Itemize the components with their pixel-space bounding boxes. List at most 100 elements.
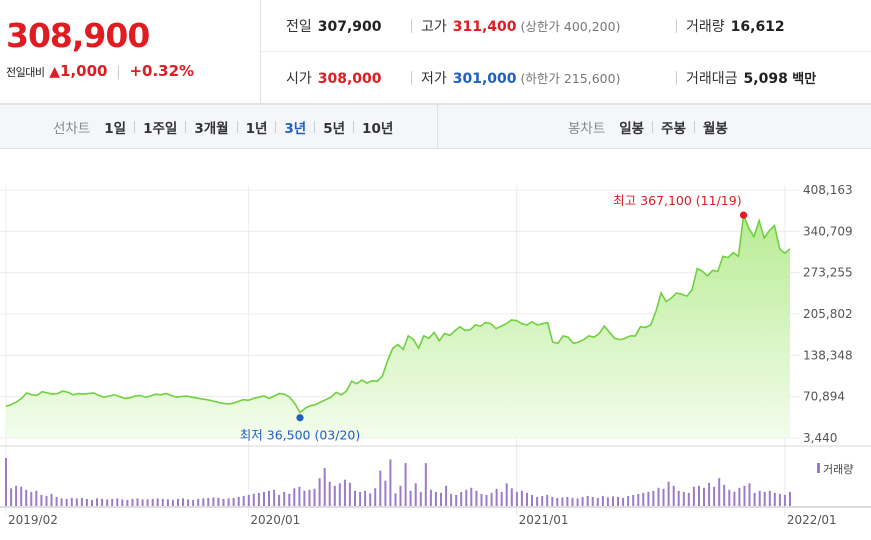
period-tab-3[interactable]: 1년 — [245, 120, 268, 137]
y-axis: 408,163 340,709 273,255 205,802 138,348 70,89… — [803, 183, 853, 445]
volume-bar — [15, 485, 18, 506]
volume-bar — [440, 492, 442, 506]
volume-bar — [116, 498, 119, 506]
price-area — [6, 215, 790, 438]
volume-bar — [359, 491, 362, 506]
amount-unit: 백만 — [792, 72, 817, 87]
volume-bar — [612, 496, 614, 506]
volume-bar — [308, 489, 311, 506]
volume-bar — [652, 490, 655, 506]
volume-bar — [773, 492, 776, 506]
volume-bar — [632, 494, 635, 506]
period-tab-5[interactable]: 5년 — [323, 120, 346, 137]
volume-bar — [414, 483, 417, 506]
stat-value: 311,400 — [452, 19, 517, 35]
candle-tab-1[interactable]: 주봉 — [661, 120, 686, 137]
stat-label: 거래대금 — [686, 71, 738, 87]
volume-bar — [343, 479, 346, 506]
volume-bar — [273, 489, 276, 506]
volume-bar — [627, 495, 630, 506]
volume-bar — [419, 491, 422, 506]
volume-bar — [328, 481, 331, 506]
volume-bar — [141, 499, 144, 506]
volume-bar — [434, 491, 437, 506]
volume-bar — [556, 497, 559, 506]
volume-bar — [369, 493, 372, 506]
line-chart-periods: 선차트 1일 1주일 3개월 1년 3년 5년 10년 — [53, 105, 393, 148]
volume-bar — [364, 490, 367, 506]
volume-bar — [561, 497, 564, 506]
y-tick-label: 138,348 — [803, 348, 853, 362]
toolbar-separator — [236, 120, 238, 133]
volume-bar — [536, 496, 539, 506]
stat-volume: 거래량 16,612 — [686, 16, 785, 36]
volume-bar — [263, 491, 265, 506]
candle-tab-0[interactable]: 일봉 — [619, 120, 645, 137]
change-amount: 1,000 — [60, 62, 108, 80]
candle-tab-2[interactable]: 월봉 — [702, 120, 728, 137]
volume-bar — [70, 497, 73, 506]
volume-bar — [40, 494, 43, 506]
volume-bar — [379, 470, 382, 506]
volume-bar — [551, 496, 554, 506]
stat-divider — [676, 19, 677, 33]
price-line — [5, 214, 791, 414]
volume-bar — [50, 493, 53, 506]
volume-bar — [212, 497, 215, 506]
lower-limit: (하한가 215,600) — [520, 71, 621, 86]
volume-bar — [460, 491, 463, 506]
volume-bar — [778, 493, 781, 506]
volume-bar — [465, 489, 468, 506]
volume-bar — [687, 492, 690, 506]
volume-bar — [288, 493, 291, 506]
y-tick-label: 273,255 — [803, 266, 853, 280]
candle-chart-periods: 봉차트 일봉 주봉 월봉 — [568, 105, 728, 148]
stats-row-1: 전일 307,900 고가 311,400 (상한가 400,200) 거래량 16,6… — [261, 0, 871, 52]
toolbar-separator — [314, 120, 316, 133]
period-tab-4[interactable]: 3년 — [284, 120, 307, 137]
y-tick-label: 205,802 — [803, 307, 853, 321]
y-tick-label: 70,894 — [803, 390, 845, 404]
volume-bar — [278, 494, 281, 506]
volume-bar — [531, 494, 533, 506]
volume-bar — [348, 482, 351, 506]
toolbar-separator — [353, 120, 355, 133]
volume-bar — [374, 488, 377, 506]
period-tab-1[interactable]: 1주일 — [143, 120, 178, 137]
y-tick-label: 408,163 — [803, 183, 853, 197]
volume-bar — [227, 498, 230, 506]
volume-bar — [323, 468, 326, 506]
stats-row-2: 시가 308,000 저가 301,000 (하한가 215,600) 거래대금 5,0… — [261, 52, 871, 103]
volume-bar — [748, 483, 751, 506]
stat-prev-close: 전일 307,900 — [286, 16, 382, 36]
volume-bar — [617, 496, 619, 506]
volume-bar — [596, 497, 599, 506]
change-label: 전일대비 — [6, 66, 45, 79]
volume-bar — [30, 491, 33, 506]
volume-bar — [55, 496, 58, 506]
volume-bar — [354, 490, 356, 506]
volume-bar — [161, 498, 164, 506]
volume-bar — [126, 499, 129, 506]
quote-summary: 308,900 전일대비 ▲1,000 | +0.32% 전일 307,900 고… — [0, 0, 871, 104]
volume-bar — [20, 486, 23, 506]
toolbar-separator — [134, 120, 136, 133]
y-tick-label: 3,440 — [803, 431, 837, 445]
volume-bar — [5, 458, 7, 506]
period-tab-0[interactable]: 1일 — [104, 120, 127, 137]
volume-bar — [541, 495, 544, 506]
stat-value: 16,612 — [730, 19, 785, 35]
max-annotation: 최고 367,100 (11/19) — [613, 193, 741, 208]
period-tab-2[interactable]: 3개월 — [194, 120, 229, 137]
volume-bar — [257, 492, 260, 506]
stat-value: 301,000 — [452, 71, 517, 87]
line-chart-label: 선차트 — [53, 120, 91, 137]
volume-bar — [581, 496, 584, 506]
volume-bar — [480, 493, 483, 506]
stat-value: 5,098 — [743, 71, 788, 87]
volume-bar — [136, 498, 139, 506]
stat-label: 시가 — [286, 71, 312, 87]
volume-bar — [495, 488, 498, 506]
stat-value: 307,900 — [317, 19, 382, 35]
period-tab-6[interactable]: 10년 — [362, 120, 394, 137]
